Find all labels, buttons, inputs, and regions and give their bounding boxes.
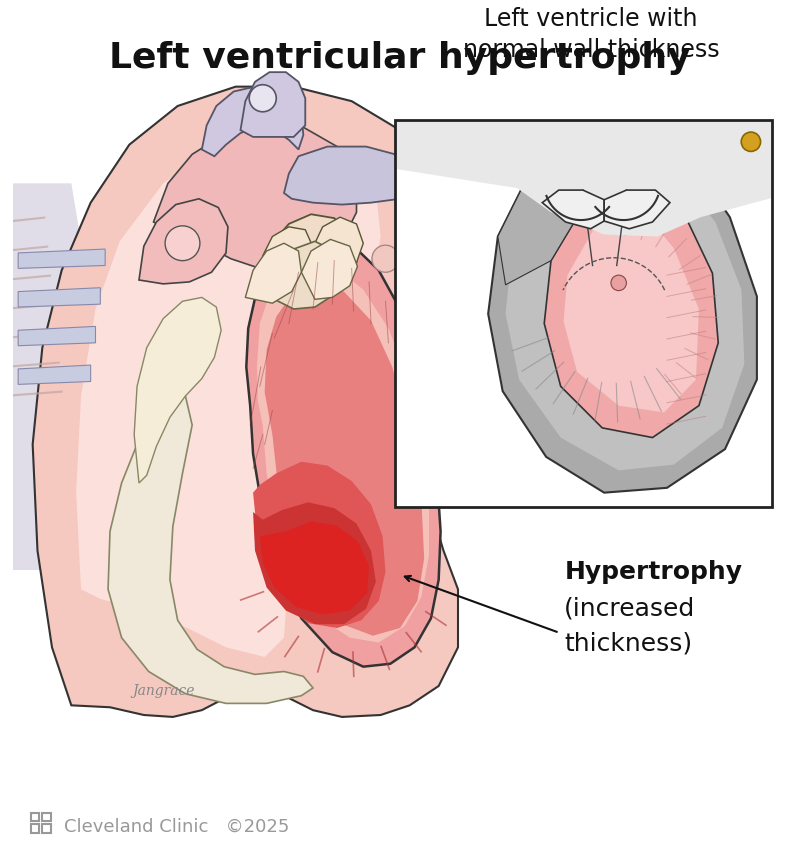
Polygon shape: [246, 243, 302, 304]
Polygon shape: [284, 146, 418, 205]
Polygon shape: [33, 87, 458, 717]
Text: (increased: (increased: [564, 596, 695, 620]
Polygon shape: [253, 502, 376, 624]
Polygon shape: [260, 227, 313, 288]
Polygon shape: [202, 87, 303, 157]
Bar: [395, 120, 772, 507]
Polygon shape: [395, 120, 772, 236]
Polygon shape: [154, 123, 357, 270]
Bar: [42, 824, 51, 833]
Circle shape: [414, 333, 424, 343]
Circle shape: [165, 226, 200, 261]
Text: Hypertrophy: Hypertrophy: [564, 561, 742, 585]
Polygon shape: [313, 218, 363, 280]
Text: Cleveland Clinic   ©2025: Cleveland Clinic ©2025: [63, 818, 289, 836]
Bar: [395, 120, 772, 507]
Polygon shape: [241, 72, 306, 137]
Polygon shape: [139, 199, 228, 284]
Circle shape: [611, 275, 626, 291]
Polygon shape: [253, 462, 386, 628]
Bar: [30, 813, 39, 821]
Polygon shape: [542, 190, 604, 229]
Polygon shape: [274, 242, 342, 309]
Polygon shape: [257, 261, 429, 642]
Polygon shape: [108, 386, 313, 703]
Circle shape: [742, 132, 761, 151]
Polygon shape: [18, 327, 95, 346]
Polygon shape: [9, 183, 81, 570]
Polygon shape: [506, 151, 744, 470]
Polygon shape: [544, 171, 718, 438]
Polygon shape: [134, 298, 221, 483]
Polygon shape: [265, 282, 424, 636]
Polygon shape: [260, 522, 369, 614]
Text: Jangrace: Jangrace: [132, 684, 194, 697]
Text: Left ventricular hypertrophy: Left ventricular hypertrophy: [109, 40, 691, 75]
Circle shape: [372, 245, 399, 273]
Text: Left ventricle with
normal wall thickness: Left ventricle with normal wall thicknes…: [463, 7, 719, 63]
Circle shape: [249, 85, 276, 112]
Polygon shape: [498, 135, 690, 285]
Polygon shape: [18, 288, 100, 307]
Polygon shape: [18, 249, 105, 268]
Polygon shape: [260, 214, 357, 304]
Polygon shape: [76, 130, 381, 657]
Polygon shape: [488, 135, 757, 493]
Polygon shape: [302, 239, 358, 299]
Polygon shape: [563, 196, 699, 413]
Polygon shape: [604, 190, 670, 229]
Circle shape: [410, 329, 429, 347]
Bar: [42, 813, 51, 821]
Polygon shape: [246, 237, 441, 666]
Bar: [30, 824, 39, 833]
Text: thickness): thickness): [564, 631, 693, 655]
Polygon shape: [18, 365, 90, 384]
